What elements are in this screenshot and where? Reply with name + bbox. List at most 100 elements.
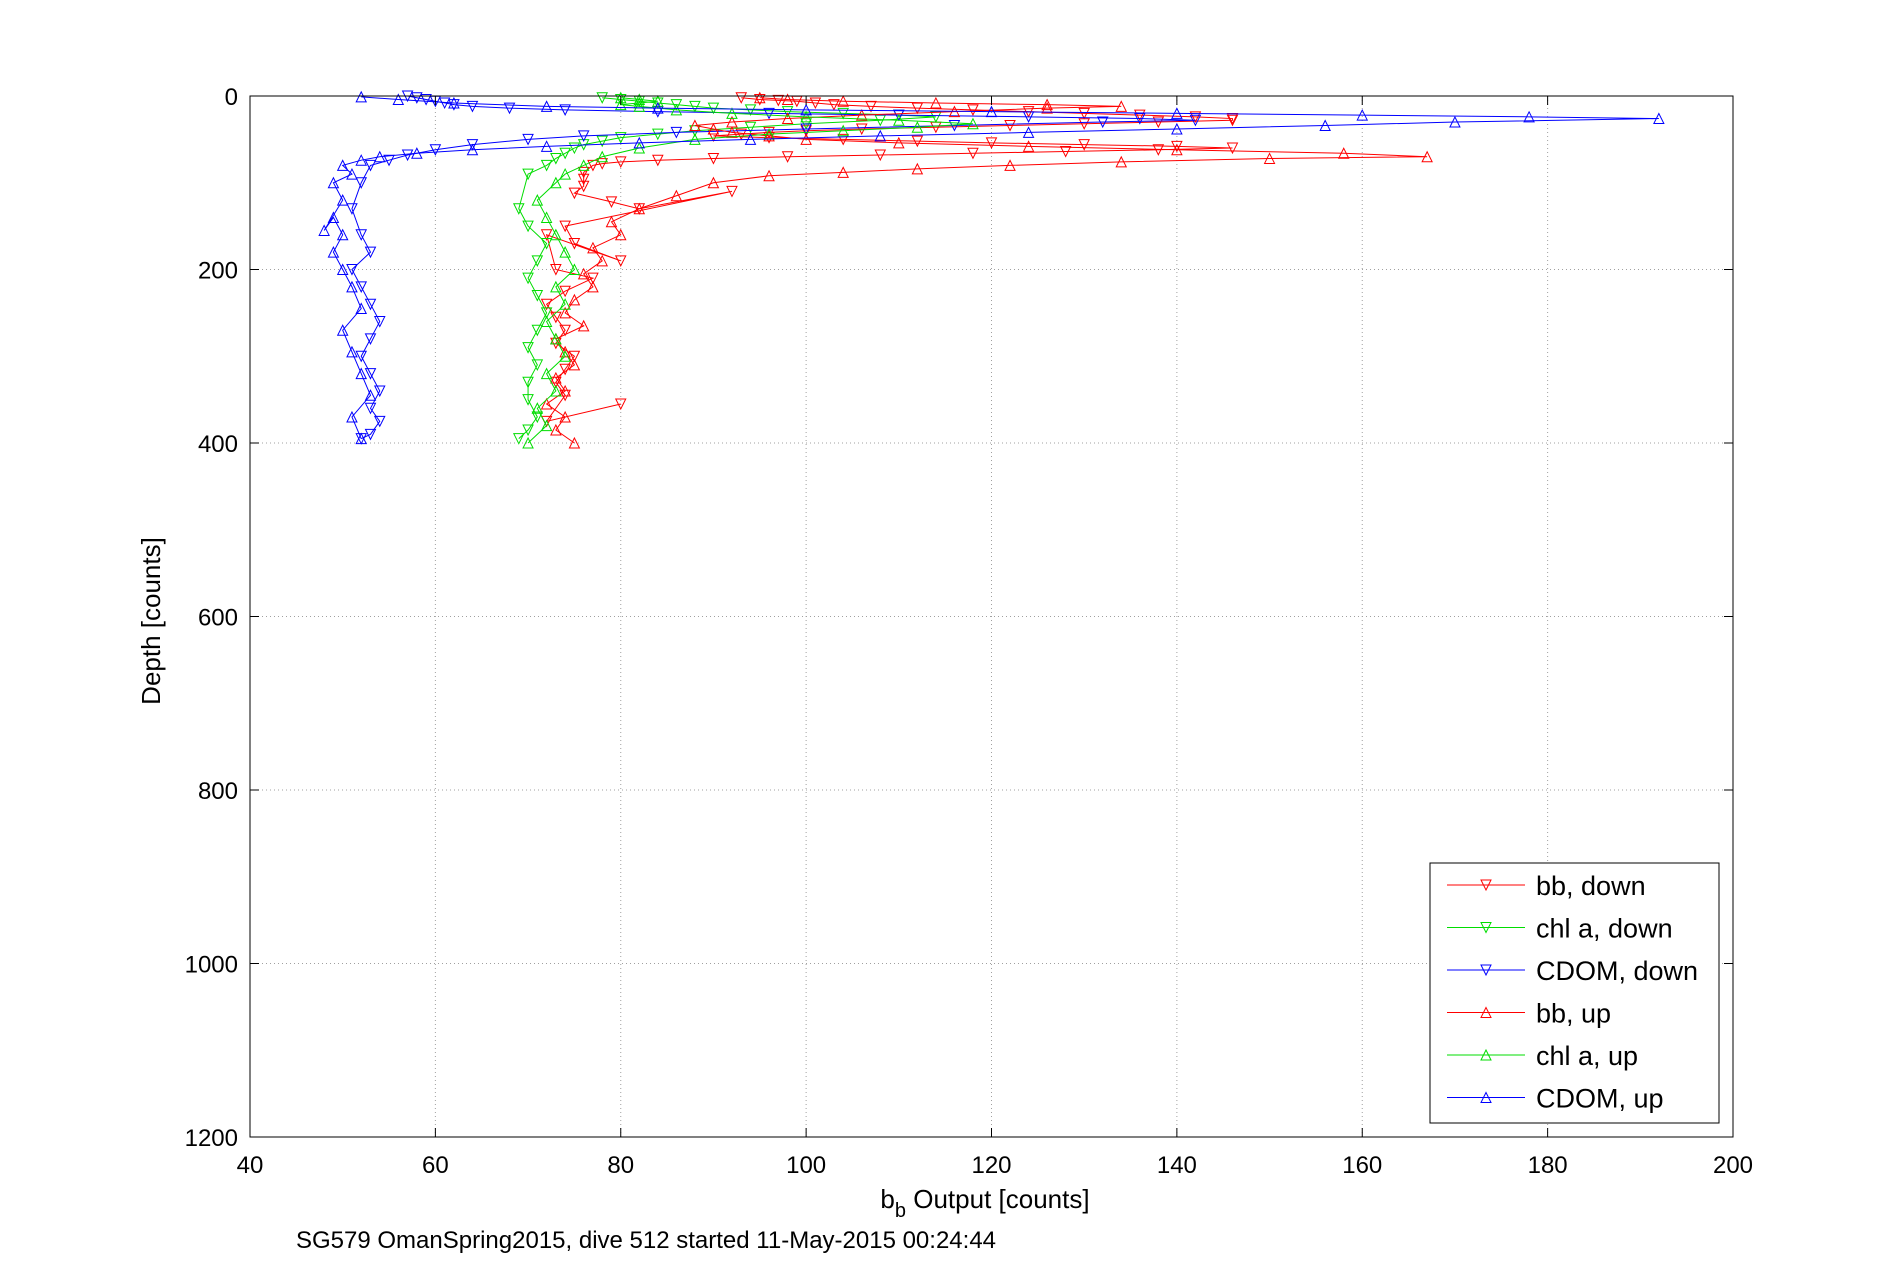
data-point xyxy=(652,95,664,107)
data-point xyxy=(540,229,553,241)
data-point xyxy=(596,150,609,163)
series-layer xyxy=(318,90,1665,449)
data-point xyxy=(531,193,544,206)
data-point xyxy=(967,117,979,130)
data-point xyxy=(373,385,386,398)
data-point xyxy=(364,368,377,380)
data-point xyxy=(652,97,664,110)
data-point xyxy=(1226,142,1239,155)
x-axis-label-main: b xyxy=(880,1184,894,1214)
data-point xyxy=(800,125,812,137)
grid-layer xyxy=(250,96,1733,1137)
data-point xyxy=(1653,112,1665,125)
data-point xyxy=(753,91,766,104)
data-point xyxy=(568,187,581,200)
data-point xyxy=(781,151,794,163)
y-tick-label: 1000 xyxy=(185,952,238,979)
data-point xyxy=(753,93,766,106)
data-point xyxy=(707,176,720,189)
data-point xyxy=(1078,139,1090,151)
data-point xyxy=(1337,147,1350,159)
x-tick-label: 160 xyxy=(1342,1152,1382,1179)
data-point xyxy=(411,92,423,104)
data-point xyxy=(559,104,571,116)
legend-label: chl a, up xyxy=(1536,1041,1638,1071)
data-point xyxy=(763,132,775,144)
data-point xyxy=(781,112,794,125)
data-point xyxy=(559,306,571,319)
data-point xyxy=(364,402,377,415)
data-point xyxy=(744,104,757,116)
y-axis-label: Depth [counts] xyxy=(136,537,166,705)
data-point xyxy=(336,193,349,206)
legend-item: bb, down xyxy=(1447,871,1646,901)
data-point xyxy=(577,267,590,280)
data-point xyxy=(837,95,850,107)
data-point xyxy=(614,156,627,169)
legend-marker xyxy=(1480,1091,1492,1103)
legend-item: CDOM, up xyxy=(1447,1084,1664,1114)
legend-item: CDOM, down xyxy=(1447,956,1698,986)
series-4 xyxy=(522,91,979,449)
data-point xyxy=(466,100,479,113)
data-point xyxy=(596,254,609,267)
data-point xyxy=(781,106,794,118)
data-point xyxy=(550,152,562,165)
data-point xyxy=(614,398,627,411)
data-point xyxy=(1356,108,1369,121)
data-point xyxy=(550,176,562,189)
data-point xyxy=(540,298,553,311)
data-point xyxy=(568,142,581,155)
data-point xyxy=(633,202,646,215)
data-point xyxy=(1096,116,1109,129)
x-tick-label: 100 xyxy=(786,1152,826,1179)
data-point xyxy=(559,324,571,337)
data-point xyxy=(1189,111,1202,123)
legend-items: bb, down chl a, down CDOM, down bb, up chl a… xyxy=(1447,871,1698,1114)
data-point xyxy=(652,154,664,167)
data-point xyxy=(1449,115,1461,128)
data-point xyxy=(355,154,368,166)
legend-box xyxy=(1429,862,1720,1124)
y-tick-label: 600 xyxy=(198,605,238,632)
x-tick-label: 180 xyxy=(1528,1152,1568,1179)
data-point xyxy=(559,350,571,362)
legend-label: bb, up xyxy=(1536,999,1611,1029)
y-tick-label: 200 xyxy=(198,258,238,285)
y-tick-label: 1200 xyxy=(185,1125,238,1152)
data-point xyxy=(531,402,544,414)
data-point xyxy=(540,397,553,410)
data-point xyxy=(911,102,924,115)
data-point xyxy=(633,100,646,112)
data-point xyxy=(355,367,368,380)
data-point xyxy=(531,411,544,424)
data-point xyxy=(670,99,683,111)
data-point xyxy=(559,246,571,258)
data-point xyxy=(1226,114,1239,127)
data-point xyxy=(726,115,738,128)
data-point xyxy=(559,298,571,310)
data-point xyxy=(614,255,627,267)
data-point xyxy=(930,96,942,109)
data-point xyxy=(466,139,479,151)
y-tick-label: 0 xyxy=(225,84,238,111)
series-3 xyxy=(540,91,1433,449)
data-point xyxy=(670,103,683,116)
data-point xyxy=(355,90,368,103)
data-point xyxy=(577,180,590,193)
data-point xyxy=(735,92,748,104)
data-point xyxy=(1133,109,1146,122)
data-point xyxy=(336,263,349,275)
data-point xyxy=(837,166,850,178)
data-point xyxy=(633,136,646,149)
data-point xyxy=(577,130,590,143)
data-point xyxy=(855,108,868,121)
data-point xyxy=(559,220,571,233)
data-point xyxy=(781,93,794,105)
data-point xyxy=(1115,155,1128,168)
data-point xyxy=(605,215,618,228)
data-point xyxy=(522,424,534,437)
data-point xyxy=(540,419,553,432)
y-tick-label: 400 xyxy=(198,431,238,458)
